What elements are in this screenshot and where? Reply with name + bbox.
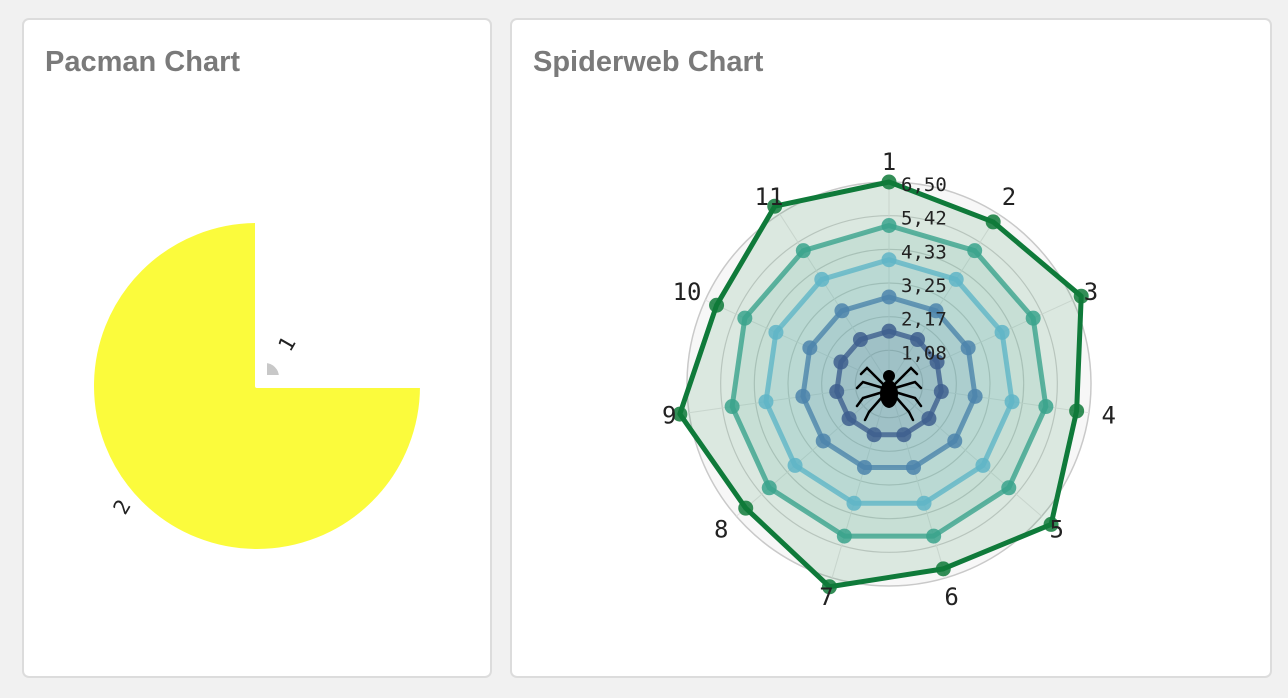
radar-point[interactable] xyxy=(1069,403,1085,419)
radar-point[interactable] xyxy=(906,459,922,475)
pie-slice-1[interactable] xyxy=(263,359,283,379)
radar-series-line[interactable] xyxy=(677,179,1084,590)
radar-point[interactable] xyxy=(738,500,754,516)
radar-spoke xyxy=(736,383,890,517)
radar-point[interactable] xyxy=(821,579,837,595)
radar-point[interactable] xyxy=(881,218,897,234)
radar-point[interactable] xyxy=(1025,310,1041,326)
spiderweb-chart-title: Spiderweb Chart xyxy=(533,46,764,78)
radar-point[interactable] xyxy=(881,323,897,339)
radar-category-2: 2 xyxy=(1002,183,1016,211)
radar-point[interactable] xyxy=(975,457,991,473)
spider-icon xyxy=(855,366,923,422)
radar-point[interactable] xyxy=(935,561,951,577)
radar-tick-label: 6,50 xyxy=(901,174,947,196)
radar-point[interactable] xyxy=(814,271,830,287)
radar-spoke xyxy=(888,383,1090,414)
radar-spoke xyxy=(688,383,890,414)
radar-point[interactable] xyxy=(795,388,811,404)
radar-spoke xyxy=(779,213,890,385)
radar-category-1: 1 xyxy=(882,148,896,176)
radar-point[interactable] xyxy=(829,384,845,400)
radar-point[interactable] xyxy=(929,354,945,370)
radar-point[interactable] xyxy=(795,243,811,259)
radar-point[interactable] xyxy=(758,394,774,410)
radar-point[interactable] xyxy=(787,457,803,473)
spiderweb-chart: 1,08 2,17 3,25 4,33 5,42 6,501 2 3 4 5 6 7 8 9 10 11 xyxy=(662,148,1116,611)
radar-category-4: 4 xyxy=(1102,402,1116,430)
spiderweb-chart-panel: Spiderweb Chart 1,08 2,17 3,25 4,33 5,42 6,50… xyxy=(510,18,1272,678)
radar-point[interactable] xyxy=(926,528,942,544)
radar-spoke xyxy=(888,213,999,385)
radar-spoke xyxy=(888,299,1073,385)
radar-point[interactable] xyxy=(896,427,912,443)
radar-point[interactable] xyxy=(985,214,1001,230)
radar-point[interactable] xyxy=(724,399,740,415)
radar-tick-label: 1,08 xyxy=(901,342,947,364)
radar-point[interactable] xyxy=(834,303,850,319)
radar-point[interactable] xyxy=(1073,288,1089,304)
radar-spoke xyxy=(831,383,890,578)
radar-point[interactable] xyxy=(994,324,1010,340)
radar-category-10: 10 xyxy=(673,278,702,306)
radar-point[interactable] xyxy=(910,332,926,348)
radar-point[interactable] xyxy=(881,289,897,305)
pacman-chart-title: Pacman Chart xyxy=(45,46,241,78)
radar-point[interactable] xyxy=(960,340,976,356)
radar-point[interactable] xyxy=(856,459,872,475)
radar-point[interactable] xyxy=(1038,399,1054,415)
radar-category-9: 9 xyxy=(662,402,676,430)
radar-tick-label: 4,33 xyxy=(901,241,947,263)
pacman-chart: 12 xyxy=(90,219,424,553)
pie-slice-2[interactable] xyxy=(90,219,424,553)
radar-point[interactable] xyxy=(846,495,862,511)
pie-slice-group xyxy=(90,219,424,553)
radar-point[interactable] xyxy=(767,198,783,214)
radar-point[interactable] xyxy=(928,303,944,319)
radar-point[interactable] xyxy=(672,406,688,422)
radar-series-5 xyxy=(672,174,1089,595)
radar-point[interactable] xyxy=(1043,516,1059,532)
radar-spoke xyxy=(705,299,890,385)
radar-category-8: 8 xyxy=(714,515,728,543)
radar-spoke xyxy=(888,383,947,578)
radar-point[interactable] xyxy=(916,495,932,511)
radar-point[interactable] xyxy=(1001,480,1017,496)
radar-tick-label: 2,17 xyxy=(901,309,947,331)
pie-label-2: 2 xyxy=(109,496,136,519)
radar-point[interactable] xyxy=(815,433,831,449)
radar-category-11: 11 xyxy=(755,183,784,211)
radar-point[interactable] xyxy=(866,427,882,443)
pie-label-1: 1 xyxy=(274,333,301,356)
radar-point[interactable] xyxy=(737,310,753,326)
radar-tick-label: 5,42 xyxy=(901,208,947,230)
radar-category-6: 6 xyxy=(944,583,958,611)
radar-point[interactable] xyxy=(841,411,857,427)
radar-point[interactable] xyxy=(947,433,963,449)
radar-spoke xyxy=(888,383,1042,517)
radar-point[interactable] xyxy=(836,528,852,544)
radar-point[interactable] xyxy=(1004,394,1020,410)
radar-point[interactable] xyxy=(921,411,937,427)
radar-point[interactable] xyxy=(948,271,964,287)
radar-point[interactable] xyxy=(967,388,983,404)
radar-point[interactable] xyxy=(881,252,897,268)
radar-point[interactable] xyxy=(852,332,868,348)
radar-point[interactable] xyxy=(768,324,784,340)
radar-point[interactable] xyxy=(967,243,983,259)
radar-point[interactable] xyxy=(802,340,818,356)
radar-category-7: 7 xyxy=(819,583,833,611)
pie-slice-group xyxy=(263,359,283,379)
radar-point[interactable] xyxy=(761,480,777,496)
radar-point[interactable] xyxy=(933,384,949,400)
radar-category-3: 3 xyxy=(1084,278,1098,306)
radar-tick-label: 3,25 xyxy=(901,275,947,297)
radar-point[interactable] xyxy=(881,174,897,190)
radar-category-5: 5 xyxy=(1050,515,1064,543)
radar-point[interactable] xyxy=(833,354,849,370)
radar-point[interactable] xyxy=(709,297,725,313)
